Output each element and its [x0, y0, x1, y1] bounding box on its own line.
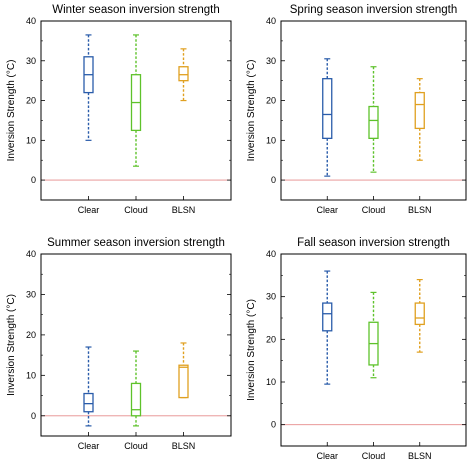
y-tick-label: 40	[26, 16, 36, 26]
chart-panel-3: Summer season inversion strength 0 10 20 30 4…	[6, 237, 232, 451]
y-tick-label: 0	[31, 411, 36, 421]
iqr-box	[83, 392, 94, 413]
x-tick-label: BLSN	[408, 205, 432, 215]
chart-panel-4: Fall season inversion strength 0 10 20 30 40 I…	[246, 237, 467, 461]
iqr-box	[178, 364, 189, 399]
x-tick-label: Clear	[78, 441, 100, 451]
chart-panel-1: Winter season inversion strength 0 10 20 30 4…	[6, 4, 232, 215]
y-tick-label: 10	[266, 377, 276, 387]
box-blsn	[414, 78, 425, 161]
y-axis-label: Inversion Strength (°C)	[246, 60, 257, 162]
y-tick-label: 20	[266, 96, 276, 106]
box-clear	[322, 58, 333, 177]
x-tick-label: Clear	[316, 205, 338, 215]
y-tick-label: 30	[266, 292, 276, 302]
box-cloud	[368, 66, 379, 173]
y-axis-label: Inversion Strength (°C)	[246, 299, 257, 401]
y-tick-label: 30	[26, 56, 36, 66]
iqr-box	[322, 78, 333, 139]
y-tick-label: 10	[266, 135, 276, 145]
box-cloud	[130, 34, 142, 167]
box-cloud	[368, 291, 379, 379]
chart-panel-2: Spring season inversion strength 0 10 20 30 4…	[246, 4, 467, 215]
x-tick-label: BLSN	[408, 451, 432, 461]
y-tick-label: 30	[26, 289, 36, 299]
y-tick-label: 30	[266, 56, 276, 66]
x-tick-label: Cloud	[124, 205, 148, 215]
y-tick-label: 20	[266, 334, 276, 344]
x-tick-label: Cloud	[124, 441, 148, 451]
y-axis-label: Inversion Strength (°C)	[6, 60, 17, 162]
y-axis-label: Inversion Strength (°C)	[6, 294, 17, 396]
iqr-box	[322, 302, 333, 332]
y-tick-label: 0	[31, 175, 36, 185]
y-tick-label: 0	[271, 420, 276, 430]
chart-title: Summer season inversion strength	[47, 237, 225, 249]
box-cloud	[130, 350, 142, 427]
x-tick-label: Clear	[316, 451, 338, 461]
box-clear	[322, 270, 333, 385]
x-tick-label: Cloud	[362, 205, 386, 215]
chart-title: Winter season inversion strength	[52, 4, 219, 16]
x-tick-label: Cloud	[362, 451, 386, 461]
y-tick-label: 40	[266, 16, 276, 26]
chart-title: Fall season inversion strength	[297, 237, 450, 249]
y-tick-label: 20	[26, 96, 36, 106]
box-blsn	[414, 279, 425, 353]
iqr-box	[414, 91, 425, 130]
y-tick-label: 40	[26, 249, 36, 259]
chart-title: Spring season inversion strength	[290, 4, 458, 16]
y-tick-label: 10	[26, 370, 36, 380]
x-tick-label: BLSN	[172, 441, 196, 451]
y-tick-label: 10	[26, 135, 36, 145]
box-blsn	[178, 48, 189, 102]
y-tick-label: 20	[26, 330, 36, 340]
y-tick-label: 0	[271, 175, 276, 185]
iqr-box	[414, 302, 425, 326]
iqr-box	[178, 66, 189, 82]
iqr-box	[130, 382, 142, 417]
box-clear	[83, 34, 94, 141]
y-tick-label: 40	[266, 249, 276, 259]
box-clear	[83, 346, 94, 427]
x-tick-label: BLSN	[172, 205, 196, 215]
iqr-box	[368, 105, 379, 139]
box-blsn	[178, 342, 189, 399]
x-tick-label: Clear	[78, 205, 100, 215]
